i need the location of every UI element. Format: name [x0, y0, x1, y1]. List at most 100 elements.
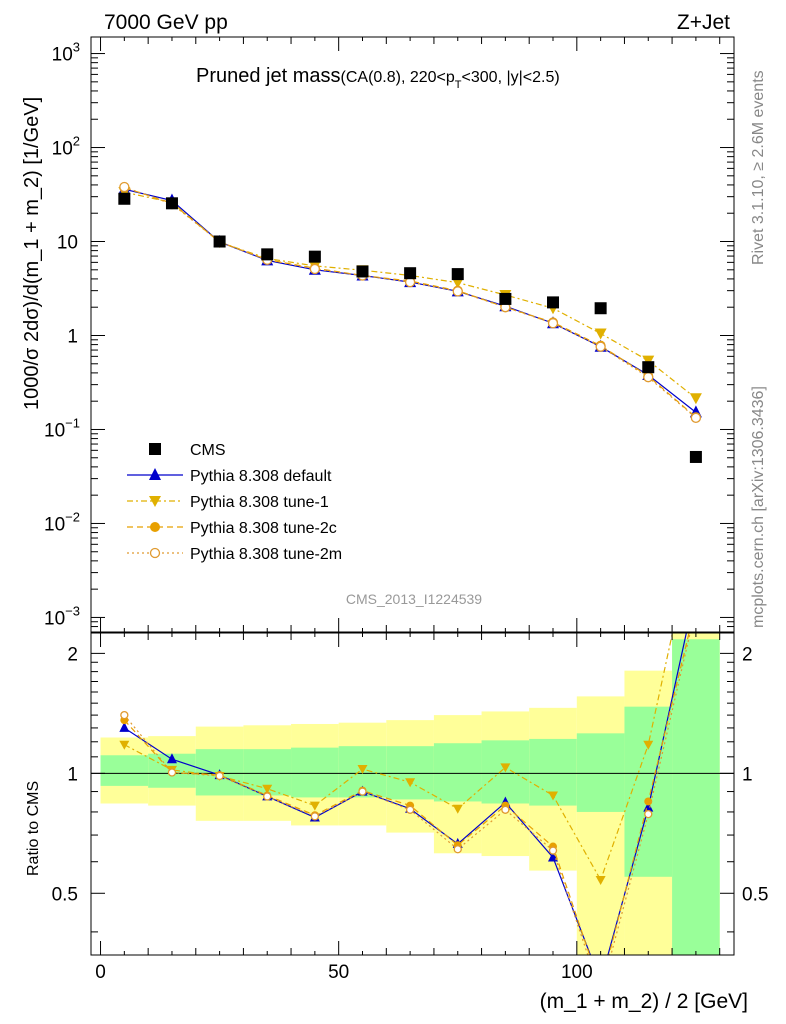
mcplots-label: mcplots.cern.ch [arXiv:1306.3436]: [750, 386, 767, 628]
data-point-main: [643, 372, 654, 383]
data-point-ratio: [167, 768, 177, 777]
ratio-y-tick-label: 1: [67, 764, 78, 785]
y-tick-mantissa: 10: [52, 139, 73, 160]
data-point-ratio: [309, 801, 320, 811]
legend-marker: [150, 522, 160, 532]
main-y-axis-label: 1000/σ 2dσ)/d(m_1 + m_2) [1/GeV]: [21, 97, 43, 410]
ratio-y-tick-label: 0.5: [52, 884, 78, 905]
data-point-ratio: [120, 710, 129, 720]
uncertainty-band-green: [433, 743, 482, 802]
cms-data-point: [499, 292, 512, 305]
y-tick-exponent: −1: [65, 415, 80, 430]
data-point-ratio: [691, 583, 701, 593]
data-point-ratio: [453, 845, 462, 854]
series-line-main: [124, 186, 697, 419]
data-point-ratio: [310, 812, 320, 821]
data-point-ratio: [215, 771, 224, 781]
data-point-ratio: [119, 740, 130, 750]
data-point-main: [451, 277, 464, 289]
data-point-main: [642, 355, 655, 367]
data-point-ratio: [357, 765, 368, 775]
legend-marker: [149, 547, 161, 559]
y-tick-label: 10−1: [44, 415, 80, 441]
beam-label: 7000 GeV pp: [104, 11, 228, 34]
y-tick-label: 1: [67, 326, 78, 347]
uncertainty-band-green: [386, 746, 434, 800]
series-line-main: [124, 186, 697, 418]
main-series: [118, 181, 702, 463]
data-point-main: [119, 181, 130, 193]
plot-title-detail: (CA(0.8), 220<p: [341, 69, 455, 86]
uncertainty-band-green: [291, 747, 339, 798]
data-point-ratio: [263, 792, 272, 801]
y-tick-mantissa: 10: [44, 420, 65, 441]
y-tick-label: 103: [52, 40, 80, 66]
cms-data-point: [165, 197, 178, 210]
series-line-main: [124, 191, 697, 399]
ratio-y-tick-label-right: 0.5: [742, 884, 768, 905]
main-frame: [90, 36, 735, 633]
x-tick-label: 50: [328, 962, 349, 983]
data-point-main: [452, 286, 463, 297]
ratio-y-tick-label-right: 1: [742, 764, 753, 785]
plot-title-sub: T: [455, 79, 462, 91]
legend: CMS Pythia 8.308 default Pythia 8.308 tune…: [127, 442, 342, 563]
data-point-ratio: [405, 805, 415, 814]
data-point-ratio: [119, 721, 130, 732]
analysis-id: CMS_2013_I1224539: [346, 591, 482, 607]
y-tick-exponent: −3: [65, 603, 80, 618]
y-tick-label: 10−3: [44, 603, 80, 629]
cms-data-point: [118, 192, 131, 205]
cms-data-point: [308, 250, 321, 263]
data-point-ratio: [644, 809, 653, 819]
cms-data-point: [451, 268, 464, 281]
y-tick-label: 10−2: [44, 509, 80, 535]
data-point-ratio: [262, 784, 273, 794]
legend-label: Pythia 8.308 tune-2c: [190, 520, 337, 537]
data-point-ratio: [692, 604, 699, 611]
data-point-ratio: [644, 797, 653, 806]
y-tick-exponent: 3: [73, 40, 80, 55]
ratio-series: [119, 583, 701, 986]
uncertainty-band-green: [672, 639, 720, 955]
ratio-bands: [100, 633, 720, 955]
frames: [90, 36, 735, 956]
ratio-y-tick-label-right: 2: [742, 644, 753, 665]
cms-data-point: [689, 450, 702, 463]
legend-marker-cms: [149, 443, 161, 455]
data-point-ratio: [358, 787, 367, 796]
data-point-main: [594, 328, 607, 340]
data-point-main: [690, 412, 702, 423]
data-point-ratio: [548, 791, 559, 801]
cms-data-point: [356, 265, 369, 278]
legend-label: Pythia 8.308 default: [190, 468, 332, 485]
legend-marker: [149, 496, 161, 507]
y-tick-exponent: 2: [73, 134, 80, 149]
y-tick-mantissa: 10: [52, 45, 73, 66]
x-tick-label: 100: [561, 962, 593, 983]
data-point-ratio: [501, 805, 510, 814]
cms-data-point: [213, 235, 226, 248]
y-tick-mantissa: 10: [44, 608, 65, 629]
cms-data-point: [261, 248, 274, 261]
plot-title-rest: <300, |y|<2.5): [462, 69, 560, 86]
data-point-ratio: [548, 846, 558, 855]
y-tick-label: 102: [52, 134, 80, 160]
data-point-ratio: [596, 976, 606, 986]
x-axis-label: (m_1 + m_2) / 2 [GeV]: [540, 990, 748, 1013]
uncertainty-band-green: [576, 733, 625, 812]
data-point-main: [309, 263, 321, 275]
legend-label: Pythia 8.308 tune-1: [190, 494, 329, 511]
cms-data-point: [547, 296, 560, 309]
plot-title: Pruned jet mass(CA(0.8), 220<pT<300, |y|…: [196, 65, 560, 91]
x-tick-label: 0: [95, 962, 106, 983]
data-point-main: [595, 341, 606, 352]
y-tick-exponent: −2: [65, 509, 80, 524]
legend-label: CMS: [190, 442, 226, 459]
data-point-ratio: [500, 763, 511, 773]
y-tick-mantissa: 10: [44, 514, 65, 535]
data-point-ratio: [595, 875, 606, 885]
rivet-label: Rivet 3.1.10, ≥ 2.6M events: [750, 70, 767, 265]
cms-data-point: [404, 267, 417, 280]
